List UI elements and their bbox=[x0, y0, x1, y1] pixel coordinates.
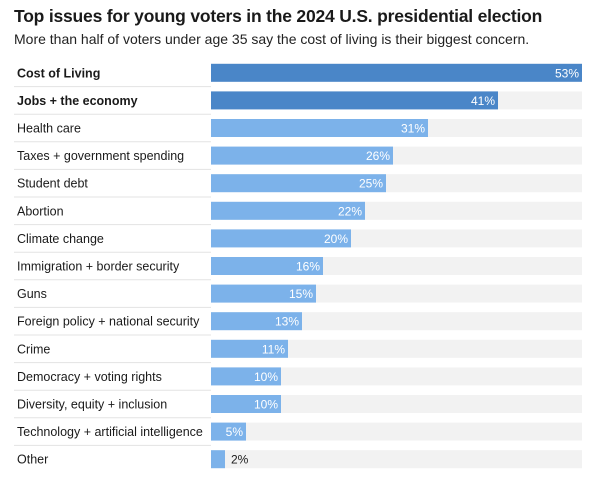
bar bbox=[211, 257, 323, 275]
chart-title: Top issues for young voters in the 2024 … bbox=[14, 6, 543, 26]
bar bbox=[211, 312, 302, 331]
value-label: 26% bbox=[366, 149, 390, 163]
value-label: 22% bbox=[338, 204, 362, 218]
bar bbox=[211, 119, 428, 137]
value-label: 5% bbox=[226, 425, 244, 439]
bar bbox=[211, 339, 288, 358]
value-label: 41% bbox=[471, 94, 495, 108]
category-label: Health care bbox=[17, 122, 81, 136]
bar bbox=[211, 91, 498, 110]
bar-track bbox=[211, 422, 582, 441]
category-label: Student debt bbox=[17, 177, 88, 191]
category-label: Technology + artificial intelligence bbox=[17, 425, 203, 439]
bar bbox=[211, 201, 365, 220]
bar bbox=[211, 422, 246, 441]
value-label: 2% bbox=[231, 453, 249, 467]
bar bbox=[211, 450, 225, 469]
bar-track bbox=[211, 450, 582, 469]
value-label: 10% bbox=[254, 370, 278, 384]
category-label: Crime bbox=[17, 342, 50, 356]
bar bbox=[211, 63, 582, 82]
bar bbox=[211, 367, 281, 386]
bar bbox=[211, 395, 281, 413]
bar bbox=[211, 284, 316, 303]
bar-track bbox=[211, 367, 582, 386]
value-label: 10% bbox=[254, 398, 278, 412]
category-label: Taxes + government spending bbox=[17, 149, 184, 163]
bar-track bbox=[211, 312, 582, 331]
category-label: Democracy + voting rights bbox=[17, 370, 162, 384]
chart-subtitle: More than half of voters under age 35 sa… bbox=[14, 31, 530, 47]
category-label: Diversity, equity + inclusion bbox=[17, 398, 167, 412]
category-label: Abortion bbox=[17, 204, 64, 218]
bar bbox=[211, 146, 393, 165]
value-label: 13% bbox=[275, 315, 299, 329]
value-label: 20% bbox=[324, 232, 348, 246]
bar-track bbox=[211, 339, 582, 358]
category-label: Immigration + border security bbox=[17, 260, 180, 274]
value-label: 53% bbox=[555, 66, 579, 80]
category-label: Guns bbox=[17, 287, 47, 301]
category-label: Cost of Living bbox=[17, 66, 100, 80]
value-label: 25% bbox=[359, 177, 383, 191]
value-label: 15% bbox=[289, 287, 313, 301]
category-label: Foreign policy + national security bbox=[17, 315, 200, 329]
category-label: Other bbox=[17, 453, 48, 467]
bar-track bbox=[211, 395, 582, 413]
bar bbox=[211, 174, 386, 193]
value-label: 16% bbox=[296, 260, 320, 274]
category-label: Climate change bbox=[17, 232, 104, 246]
category-label: Jobs + the economy bbox=[17, 94, 138, 108]
value-label: 11% bbox=[262, 342, 285, 356]
value-label: 31% bbox=[401, 122, 425, 136]
bar bbox=[211, 229, 351, 248]
